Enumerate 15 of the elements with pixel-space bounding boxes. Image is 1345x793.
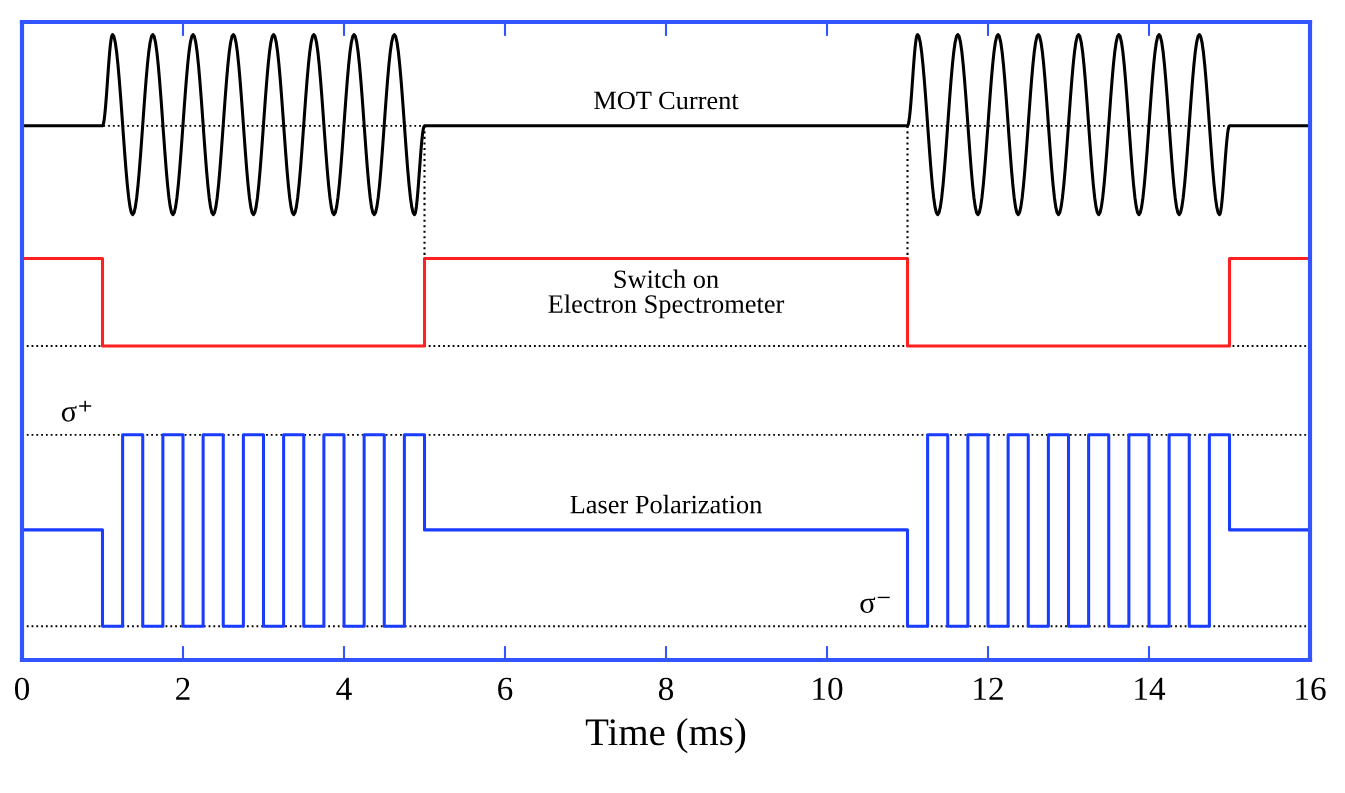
ref-line-label: σ⁻ bbox=[860, 596, 890, 614]
x-tick-label: 0 bbox=[14, 677, 30, 701]
x-tick-label: 12 bbox=[974, 677, 1003, 700]
series-label: Laser Polarization bbox=[570, 494, 762, 514]
x-tick-label: 2 bbox=[176, 677, 190, 700]
series-label: MOT Current bbox=[594, 91, 739, 110]
x-tick-label: 4 bbox=[336, 677, 352, 700]
x-tick-label: 6 bbox=[498, 677, 513, 701]
ref-line-label: σ⁺ bbox=[61, 400, 92, 422]
x-tick-label: 16 bbox=[1296, 677, 1326, 701]
x-axis-title: Time (ms) bbox=[585, 718, 746, 754]
x-tick-label: 14 bbox=[1135, 677, 1166, 700]
series-label: Switch on Electron Spectrometer bbox=[548, 269, 785, 319]
x-tick-label: 8 bbox=[658, 677, 674, 701]
x-tick-label: 10 bbox=[813, 677, 843, 701]
